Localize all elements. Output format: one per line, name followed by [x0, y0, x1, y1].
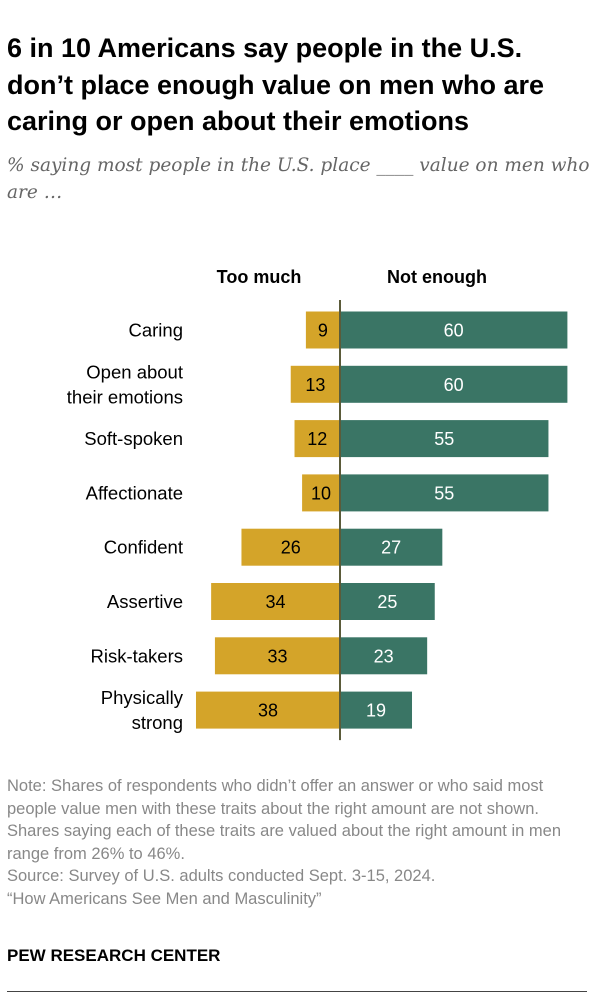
chart-title: 6 in 10 Americans say people in the U.S.…	[7, 33, 545, 136]
category-label: Physically	[101, 687, 184, 708]
value-label-too-much: 13	[305, 375, 325, 395]
bar-too-much	[290, 365, 340, 403]
bar-not-enough	[340, 583, 435, 620]
value-label-not-enough: 23	[374, 646, 394, 666]
chart-subtitle: % saying most people in the U.S. place _…	[7, 155, 590, 203]
bar-not-enough	[340, 528, 443, 566]
bar-too-much	[305, 311, 340, 349]
bar-not-enough	[340, 691, 413, 729]
bar-too-much	[302, 474, 340, 512]
notes-section: Note: Shares of respondents who didn’t o…	[7, 775, 589, 910]
value-label-too-much: 9	[318, 321, 328, 341]
category-label: Affectionate	[86, 482, 183, 503]
legend-too-much: Too much	[217, 267, 302, 287]
value-label-not-enough: 60	[444, 375, 464, 395]
value-label-not-enough: 55	[434, 429, 454, 449]
value-label-not-enough: 19	[366, 701, 386, 721]
value-label-too-much: 10	[311, 483, 331, 503]
category-label: Open about	[86, 361, 183, 382]
category-label: Assertive	[107, 591, 183, 612]
bar-too-much	[241, 528, 340, 566]
bar-not-enough	[340, 365, 568, 403]
source-text: Source: Survey of U.S. adults conducted …	[7, 867, 436, 885]
diverging-bar-chart: Too much Not enough 9 60 Caring 13 60 Open abou…	[67, 267, 568, 741]
value-label-too-much: 26	[281, 538, 301, 558]
organization-name: PEW RESEARCH CENTER	[7, 946, 221, 965]
bar-not-enough	[340, 311, 568, 349]
value-label-too-much: 33	[267, 646, 287, 666]
note-text: Note: Shares of respondents who didn’t o…	[7, 777, 561, 863]
report-title-text: “How Americans See Men and Masculinity”	[7, 889, 322, 908]
value-label-too-much: 12	[307, 429, 327, 449]
value-label-too-much: 38	[258, 701, 278, 721]
category-label: Confident	[104, 537, 183, 558]
bar-too-much	[294, 420, 340, 458]
value-label-too-much: 34	[266, 592, 286, 612]
value-label-not-enough: 25	[377, 592, 397, 612]
bar-not-enough	[340, 420, 549, 458]
bar-too-much	[214, 637, 340, 675]
bar-not-enough	[340, 474, 549, 512]
category-label: Caring	[129, 320, 184, 341]
bar-not-enough	[340, 637, 428, 675]
bar-too-much	[211, 583, 340, 620]
legend-not-enough: Not enough	[387, 267, 487, 287]
category-label: their emotions	[67, 386, 183, 407]
value-label-not-enough: 27	[381, 538, 401, 558]
category-label: Risk-takers	[90, 645, 183, 666]
category-label: strong	[132, 712, 183, 733]
footer-divider	[7, 991, 587, 992]
value-label-not-enough: 60	[444, 321, 464, 341]
category-label: Soft-spoken	[84, 428, 183, 449]
value-label-not-enough: 55	[434, 483, 454, 503]
bar-too-much	[195, 691, 340, 729]
